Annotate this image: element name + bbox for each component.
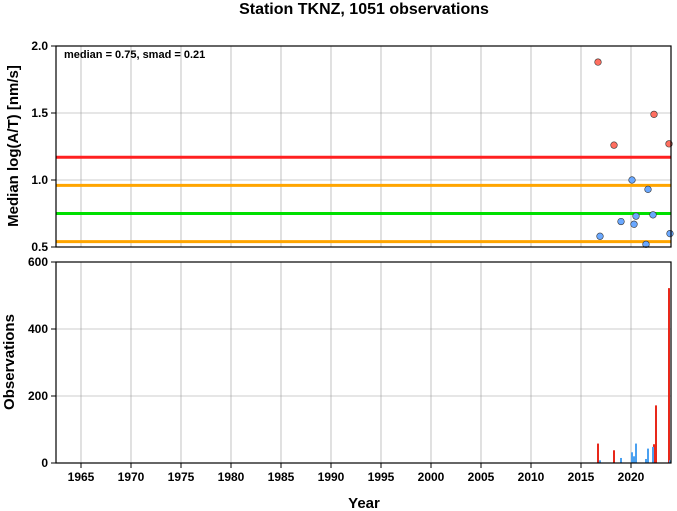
chart-title: Station TKNZ, 1051 observations: [239, 1, 489, 18]
bottom-y-tick-label: 600: [28, 255, 48, 269]
scatter-point: [617, 217, 625, 226]
top-panel-frame: [55, 45, 672, 248]
observation-bar: [633, 456, 635, 463]
x-tick-label: 2000: [418, 470, 445, 484]
x-tick-label: 2010: [518, 470, 545, 484]
observation-bar: [647, 448, 649, 463]
bottom-y-tick-label: 400: [28, 322, 48, 336]
x-axis-label: Year: [348, 495, 380, 511]
scatter-point: [594, 58, 602, 66]
top-y-tick-label: 0.5: [31, 240, 48, 254]
scatter-point: [666, 230, 674, 238]
observation-bar: [668, 288, 670, 463]
observation-bar: [613, 450, 615, 463]
bottom-panel: 0 200 400 600 1965 1970 1975 1980 1985 1990 1995 2…: [1, 255, 672, 511]
observation-bar: [631, 452, 633, 463]
scatter-point: [630, 220, 638, 228]
bottom-y-tick-label: 0: [41, 456, 48, 470]
observation-bar: [635, 443, 637, 463]
x-tick-label: 1975: [168, 470, 195, 484]
scatter-point: [642, 240, 650, 248]
x-tick-label: 2020: [618, 470, 645, 484]
observation-bar: [620, 457, 622, 463]
x-tick-label: 1990: [318, 470, 345, 484]
x-tick-label: 2005: [468, 470, 495, 484]
stats-annotation: median = 0.75, smad = 0.21: [64, 49, 205, 61]
bottom-y-tick-label: 200: [28, 389, 48, 403]
observation-bar: [645, 458, 647, 463]
top-y-tick-label: 2.0: [31, 39, 48, 53]
top-panel: 0.51.01.52.0 median = 0.75, smad = 0.21 …: [5, 39, 674, 254]
top-y-tick-label: 1.5: [31, 106, 48, 120]
x-tick-label: 2015: [568, 470, 595, 484]
x-tick-label: 1985: [268, 470, 295, 484]
scatter-point: [650, 110, 658, 118]
observation-bar: [655, 405, 657, 463]
scatter-point: [610, 141, 618, 149]
x-tick-label: 1965: [68, 470, 95, 484]
x-tick-label: 1970: [118, 470, 145, 484]
top-y-tick-label: 1.0: [31, 173, 48, 187]
scatter-point: [644, 185, 652, 193]
x-tick-label: 1980: [218, 470, 245, 484]
top-y-axis-label: Median log(A/T) [nm/s]: [5, 65, 22, 227]
observation-bar: [652, 446, 654, 463]
observation-bar: [599, 460, 601, 463]
bottom-y-axis-label: Observations: [1, 314, 18, 410]
scatter-point: [632, 212, 640, 220]
observation-bar: [669, 460, 671, 463]
bottom-panel-frame: [55, 261, 672, 464]
scatter-point: [649, 211, 657, 219]
scatter-point: [628, 176, 636, 184]
observation-bar: [597, 443, 599, 463]
scatter-point: [596, 232, 604, 240]
x-tick-label: 1995: [368, 470, 395, 484]
